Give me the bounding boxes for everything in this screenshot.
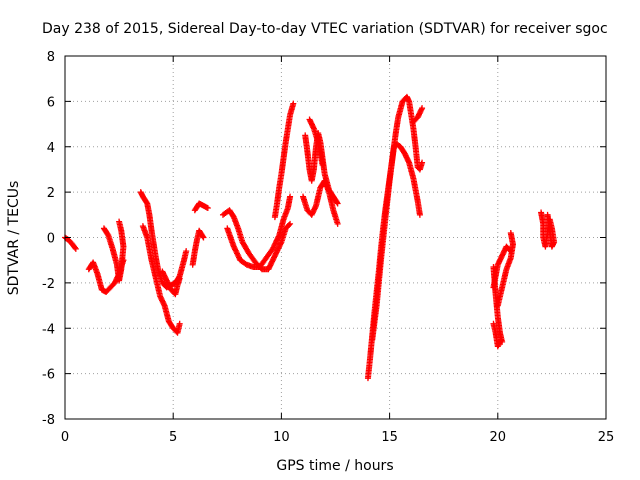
data-point-marker (334, 200, 341, 207)
data-point-marker (290, 100, 297, 107)
y-tick-label: -8 (42, 413, 55, 428)
data-point-marker (333, 199, 340, 206)
x-tick-label: 10 (273, 430, 290, 445)
data-points (62, 93, 558, 382)
data-point-marker (287, 220, 294, 227)
data-point-marker (419, 105, 426, 112)
data-point-marker (116, 218, 123, 225)
data-point-marker (200, 234, 207, 241)
data-point-marker (285, 222, 292, 229)
y-tick-label: 4 (47, 141, 55, 156)
y-tick-label: 6 (47, 95, 55, 110)
data-point-marker (72, 245, 79, 252)
data-point-marker (204, 205, 211, 212)
x-tick-label: 20 (490, 430, 507, 445)
data-point-marker (176, 275, 183, 282)
data-point-marker (498, 336, 505, 343)
x-tick-label: 25 (598, 430, 615, 445)
y-tick-label: -6 (42, 368, 55, 383)
data-point-marker (287, 193, 294, 200)
data-point-marker (199, 233, 206, 240)
grid (65, 56, 606, 419)
x-tick-label: 5 (169, 430, 177, 445)
y-tick-label: -4 (42, 322, 55, 337)
data-point-marker (334, 220, 341, 227)
data-point-marker (319, 161, 326, 168)
y-tick-label: -2 (42, 277, 55, 292)
x-tick-label: 15 (381, 430, 398, 445)
x-axis-label: GPS time / hours (276, 458, 393, 474)
x-tick-label: 0 (61, 430, 69, 445)
chart-title: Day 238 of 2015, Sidereal Day-to-day VTE… (42, 21, 608, 37)
data-point-marker (416, 211, 423, 218)
y-tick-label: 8 (47, 50, 55, 65)
y-tick-label: 2 (47, 186, 55, 201)
data-point-marker (176, 320, 183, 327)
axis-ticks: 0 5 10 15 20 25 -8 -6 -4 -2 0 2 4 6 8 (42, 50, 614, 445)
data-point-marker (183, 248, 190, 255)
data-point-marker (544, 211, 551, 218)
data-point-marker (71, 244, 78, 251)
y-tick-label: 0 (47, 232, 55, 247)
data-point-marker (507, 229, 514, 236)
y-axis-label: SDTVAR / TECUs (6, 181, 22, 296)
data-point-marker (419, 159, 426, 166)
